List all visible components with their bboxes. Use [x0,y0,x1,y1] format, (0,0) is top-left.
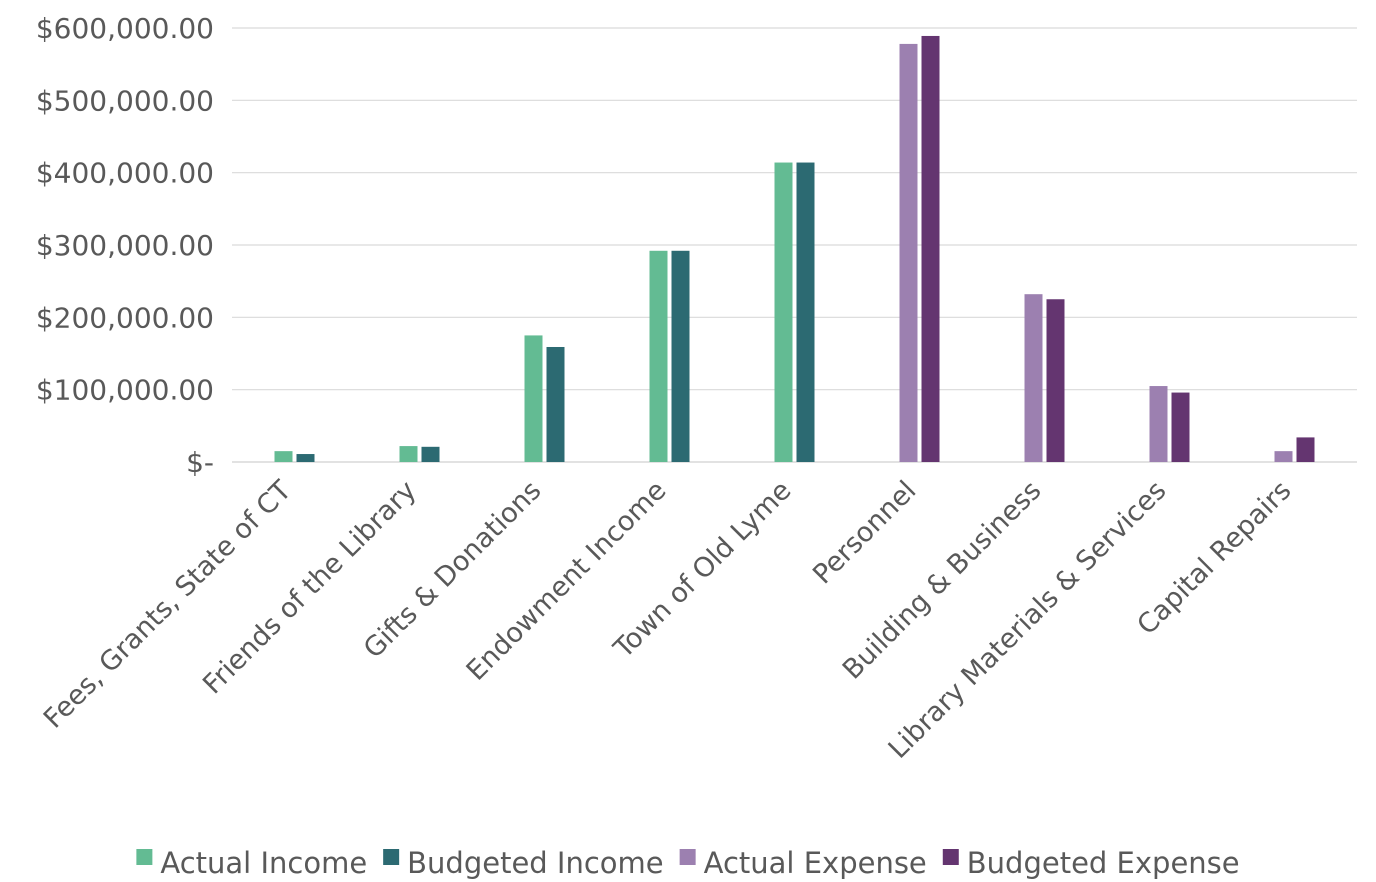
legend-label: Budgeted Income [407,846,663,880]
x-category-label: Library Materials & Services [883,475,1173,765]
legend-label: Actual Income [160,846,367,880]
legend-swatch [136,849,153,865]
bar-budgeted-expense [921,35,940,462]
bar-actual-income [649,250,668,462]
legend-item: Actual Income [136,846,367,880]
bar-actual-income [774,162,793,463]
bar-actual-income [524,335,543,462]
y-tick-label: $500,000.00 [36,84,214,117]
bar-budgeted-expense [1296,437,1315,462]
bar-budgeted-income [546,346,565,462]
y-tick-label: $600,000.00 [36,12,214,45]
legend-swatch [383,849,400,865]
x-category-label: Personnel [807,475,922,590]
x-category-label: Fees, Grants, State of CT [38,475,298,735]
legend-item: Budgeted Expense [942,846,1240,880]
y-tick-label: $300,000.00 [36,229,214,262]
gridlines [232,27,1357,463]
bar-budgeted-income [796,162,815,463]
bar-actual-expense [1149,386,1168,462]
y-tick-label: $100,000.00 [36,374,214,407]
bar-budgeted-expense [1171,392,1190,462]
bar-actual-income [274,451,293,462]
bar-budgeted-expense [1046,299,1065,462]
y-tick-label: $200,000.00 [36,301,214,334]
x-category-label: Friends of the Library [197,475,422,700]
legend-label: Actual Expense [704,846,927,880]
legend: Actual Income Budgeted Income Actual Expen… [136,846,1240,880]
bar-actual-expense [899,43,918,463]
bars [274,35,1315,463]
bar-budgeted-income [671,250,690,462]
legend-label: Budgeted Expense [967,846,1240,880]
legend-item: Actual Expense [679,846,927,880]
legend-swatch [679,849,696,865]
y-tick-label: $400,000.00 [36,157,214,190]
bar-budgeted-income [296,454,315,462]
bar-budgeted-income [421,446,440,462]
y-axis-tick-labels: $- $100,000.00 $200,000.00 $300,000.00 $400,… [36,12,214,479]
legend-item: Budgeted Income [383,846,664,880]
y-tick-label: $- [186,446,214,479]
legend-swatch [942,849,959,865]
bar-actual-expense [1024,294,1043,462]
bar-actual-expense [1274,451,1293,462]
bar-actual-income [399,446,418,462]
